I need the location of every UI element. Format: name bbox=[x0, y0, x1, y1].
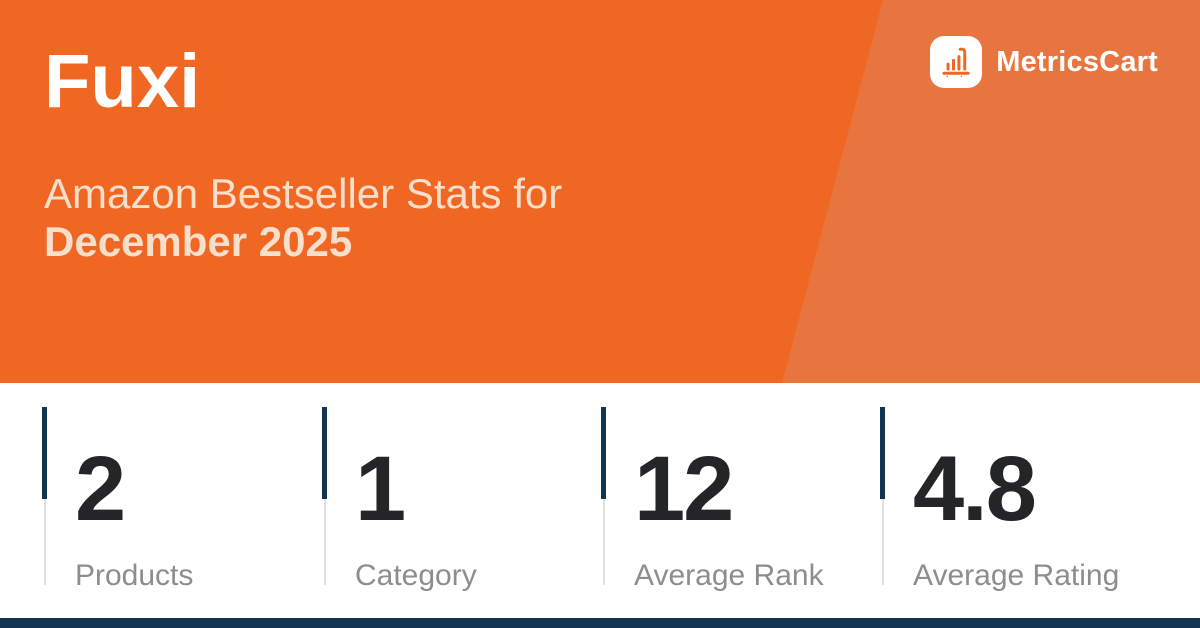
stat-divider-line bbox=[882, 499, 884, 585]
stat-accent-tick bbox=[880, 407, 885, 499]
stat-divider-line bbox=[324, 499, 326, 585]
footer-accent-bar bbox=[0, 618, 1200, 628]
stat-average-rank: 12 Average Rank bbox=[601, 383, 879, 628]
page-subtitle: Amazon Bestseller Stats for December 202… bbox=[44, 170, 562, 267]
subtitle-line-1: Amazon Bestseller Stats for bbox=[44, 170, 563, 217]
stat-label: Products bbox=[75, 559, 194, 592]
hero-banner: Fuxi Amazon Bestseller Stats for Decembe… bbox=[0, 0, 1200, 383]
stat-value: 1 bbox=[355, 438, 406, 540]
stat-value: 4.8 bbox=[913, 438, 1037, 540]
page-title: Fuxi bbox=[44, 39, 201, 124]
stat-divider-line bbox=[44, 499, 46, 585]
stat-products: 2 Products bbox=[42, 383, 320, 628]
stat-category: 1 Category bbox=[322, 383, 600, 628]
stat-value: 12 bbox=[634, 438, 734, 540]
stat-label: Average Rating bbox=[913, 559, 1120, 592]
brand-name: MetricsCart bbox=[996, 45, 1158, 78]
stat-label: Average Rank bbox=[634, 559, 824, 592]
stat-accent-tick bbox=[322, 407, 327, 499]
stat-divider-line bbox=[603, 499, 605, 585]
stat-average-rating: 4.8 Average Rating bbox=[880, 383, 1158, 628]
stat-accent-tick bbox=[601, 407, 606, 499]
metricscart-logo[interactable]: MetricsCart bbox=[930, 36, 1158, 88]
subtitle-line-2: December 2025 bbox=[44, 218, 353, 266]
cart-bar-chart-icon bbox=[930, 36, 983, 88]
stat-label: Category bbox=[355, 559, 477, 592]
stat-accent-tick bbox=[42, 407, 47, 499]
stat-value: 2 bbox=[75, 438, 126, 540]
